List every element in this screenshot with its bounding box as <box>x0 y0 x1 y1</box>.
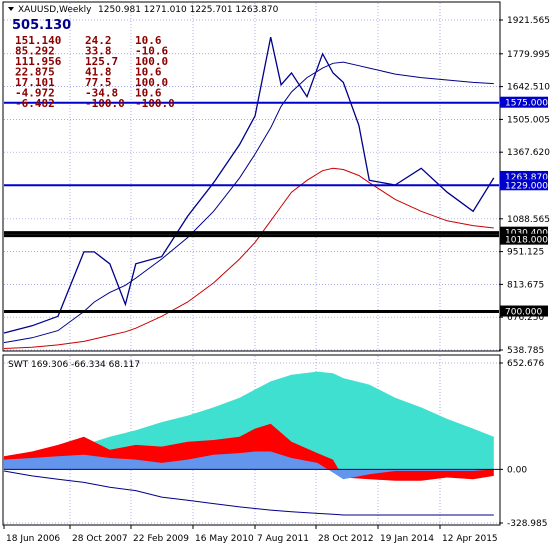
price-tag-label: 1575.000 <box>505 99 548 109</box>
y-tick-label: 538.785 <box>507 346 544 356</box>
indicator-value: 505.130 <box>12 18 71 33</box>
price-lines <box>3 36 495 349</box>
y-tick-label: 1642.510 <box>507 83 550 93</box>
price-tag-label: 1229.000 <box>505 181 548 191</box>
price-tag-bg <box>500 170 548 182</box>
stats-table: 151.140 24.2 10.6 85.292 33.8 -10.6 111.956 125… <box>15 34 175 110</box>
stat-value: -100.0 <box>85 97 125 110</box>
y-tick-label: 1921.565 <box>507 16 550 26</box>
x-tick-label: 18 Jun 2006 <box>6 534 60 544</box>
ohlc-values: 1250.981 1271.010 1225.701 1263.870 <box>98 5 279 15</box>
y-tick-label: 1088.565 <box>507 215 550 225</box>
stat-value: 41.8 <box>85 66 112 79</box>
price-tag-bg <box>500 226 548 238</box>
y-tick-label: -328.985 <box>507 519 547 529</box>
stat-value: 33.8 <box>85 45 112 58</box>
y-tick-label: 676.250 <box>507 313 544 323</box>
stat-value: 10.6 <box>135 34 162 47</box>
x-axis: 18 Jun 2006 28 Oct 2007 22 Feb 2009 16 May … <box>3 525 498 544</box>
y-tick-label: 1779.995 <box>507 50 550 60</box>
stat-value: -100.0 <box>135 97 175 110</box>
y-tick-label: 0.00 <box>507 465 527 475</box>
x-tick-label: 12 Apr 2015 <box>442 534 498 544</box>
stat-value: 10.6 <box>135 87 162 100</box>
price-tag-bg <box>500 233 548 245</box>
x-tick-label: 28 Oct 2012 <box>318 534 374 544</box>
x-tick-label: 28 Oct 2007 <box>72 534 128 544</box>
stat-value: -34.8 <box>85 87 118 100</box>
price-tag-bg <box>500 305 548 317</box>
main-grid <box>4 3 499 351</box>
main-panel-frame <box>2 1 501 352</box>
stat-value: 100.0 <box>135 76 168 89</box>
y-tick-label: 813.675 <box>507 280 544 290</box>
x-tick-label: 7 Aug 2011 <box>257 534 309 544</box>
indicator-area <box>4 451 494 480</box>
y-tick-label: 951.125 <box>507 248 544 258</box>
x-tick-label: 16 May 2010 <box>195 534 254 544</box>
stat-value: 100.0 <box>135 55 168 68</box>
dropdown-arrow-icon[interactable] <box>8 7 14 11</box>
price-series-line <box>3 167 494 349</box>
y-tick-label: 1505.005 <box>507 115 550 125</box>
price-tag-label: 1018.000 <box>505 236 548 246</box>
price-series-line <box>3 36 495 334</box>
stat-value: 24.2 <box>85 34 112 47</box>
price-tags: 1263.8701229.0001575.0001030.4001018.000… <box>500 96 548 318</box>
stat-value: 77.5 <box>85 76 112 89</box>
stat-value: 10.6 <box>135 66 162 79</box>
stat-value: 17.101 <box>15 76 55 89</box>
indicator-areas <box>4 371 494 481</box>
indicator-header: SWT 169.306 -66.334 68.117 <box>8 360 140 370</box>
stat-value: 85.292 <box>15 45 55 58</box>
x-tick-label: 22 Feb 2009 <box>133 534 189 544</box>
price-tag-label: 1263.870 <box>505 173 548 183</box>
horizontal-levels <box>4 101 499 314</box>
indicator-lines <box>3 468 499 516</box>
indicator-area <box>4 371 494 470</box>
stat-value: 125.7 <box>85 55 118 68</box>
y-tick-label: 652.676 <box>507 359 544 369</box>
stat-value: 111.956 <box>15 55 62 68</box>
stat-value: 151.140 <box>15 34 61 47</box>
stat-value: -10.6 <box>135 45 168 58</box>
y-tick-label: 1367.620 <box>507 148 550 158</box>
indicator-line <box>3 470 494 516</box>
price-tag-bg <box>500 96 548 108</box>
symbol-label: XAUUSD,Weekly <box>18 5 92 15</box>
main-y-axis: 1921.565 1779.995 1642.510 1505.005 1367.620… <box>499 16 550 356</box>
chart-header: XAUUSD,Weekly 1250.981 1271.010 1225.701… <box>8 5 279 33</box>
stat-value: 22.875 <box>15 66 55 79</box>
price-tag-bg <box>500 179 548 191</box>
stat-value: -4.972 <box>15 87 55 100</box>
price-tag-label: 700.000 <box>505 308 542 318</box>
indicator-y-axis: 652.676 0.00 -328.985 <box>499 359 547 529</box>
x-tick-label: 19 Jan 2014 <box>380 534 434 544</box>
price-series-line <box>3 61 494 344</box>
stat-value: -6.482 <box>15 97 55 110</box>
